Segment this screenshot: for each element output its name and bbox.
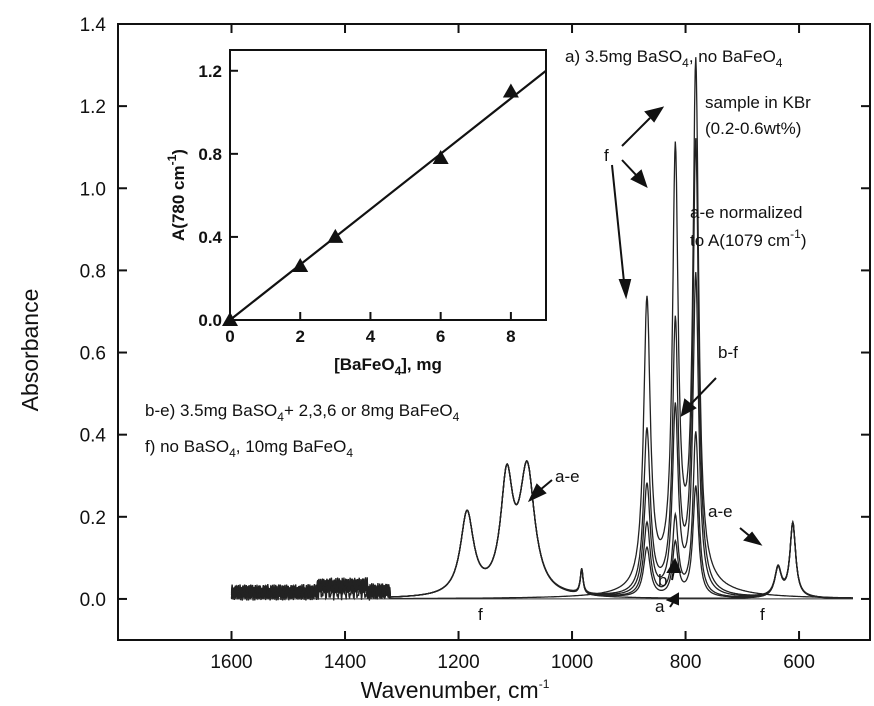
arrow-ae-2-head xyxy=(743,531,763,546)
inset-y-axis-label: A(780 cm-1) xyxy=(165,149,188,241)
spectra-lines xyxy=(230,57,853,602)
arrow-f-to-870-head xyxy=(618,279,632,300)
label-b: b xyxy=(658,571,667,590)
annotation-norm-2: to A(1079 cm-1) xyxy=(690,227,807,250)
inset-y-tick-label: 0.0 xyxy=(198,311,222,330)
arrow-ae-1 xyxy=(539,479,553,491)
inset-frame xyxy=(229,49,547,321)
annotation-sample-2: (0.2-0.6wt%) xyxy=(705,119,801,138)
label-ae-1: a-e xyxy=(555,467,580,486)
y-axis-label: Absorbance xyxy=(17,289,43,412)
arrow-a-head xyxy=(665,592,679,606)
label-a: a xyxy=(655,597,665,616)
inset-x-tick-label: 6 xyxy=(436,327,445,346)
main-plot-area: 1600 1400 1200 1000 800 600 0.0 0.2 0.4 0.6 0.8 1.0… xyxy=(80,15,871,673)
spectrum-e xyxy=(230,138,853,602)
spectrum-a xyxy=(230,460,853,601)
x-tick-label: 1000 xyxy=(551,652,593,673)
annotation-be: b-e) 3.5mg BaSO4+ 2,3,6 or 8mg BaFeO4 xyxy=(145,401,460,424)
inset-data-point xyxy=(327,228,344,243)
label-ae-2: a-e xyxy=(708,502,733,521)
x-tick-label: 1400 xyxy=(324,652,366,673)
inset-fit-line xyxy=(229,69,547,321)
spectrum-f xyxy=(230,57,853,601)
label-f-bottom-1: f xyxy=(478,605,483,624)
inset-x-tick-label: 8 xyxy=(506,327,515,346)
y-tick-label: 0.2 xyxy=(80,508,106,529)
inset-y-tick-label: 0.8 xyxy=(198,145,222,164)
inset-y-tick-label: 0.4 xyxy=(198,228,222,247)
y-tick-label: 0.8 xyxy=(80,261,106,282)
inset-y-tick-label: 1.2 xyxy=(198,62,222,81)
inset-data-point xyxy=(432,150,449,164)
inset-data-point xyxy=(292,258,309,272)
y-tick-label: 0.4 xyxy=(80,426,107,447)
x-tick-label: 1600 xyxy=(210,652,252,673)
x-tick-label: 600 xyxy=(783,652,815,673)
main-frame xyxy=(117,23,871,641)
annotation-arrows xyxy=(527,106,763,608)
annotation-norm-1: a-e normalized xyxy=(690,203,802,222)
spectrum-b xyxy=(230,460,853,601)
inset-data-point xyxy=(222,312,238,326)
x-tick-label: 1200 xyxy=(437,652,479,673)
inset-data-point xyxy=(502,83,519,98)
label-f-arrows: f xyxy=(604,146,609,165)
x-tick-label: 800 xyxy=(670,652,702,673)
annotation-f: f) no BaSO4, 10mg BaFeO4 xyxy=(145,437,353,460)
annotation-a: a) 3.5mg BaSO4, no BaFeO4 xyxy=(565,47,783,70)
inset-plot: 0 2 4 6 8 0.0 0.4 0.8 1.2 xyxy=(198,49,547,346)
y-tick-label: 1.4 xyxy=(80,15,107,36)
arrow-f-to-820 xyxy=(621,159,638,177)
y-tick-label: 0.6 xyxy=(80,344,106,365)
arrow-bf xyxy=(689,377,717,406)
arrow-f-to-870 xyxy=(611,164,625,283)
y-tick-label: 1.2 xyxy=(80,97,106,118)
y-tick-label: 1.0 xyxy=(80,179,106,200)
inset-x-axis-label: [BaFeO4], mg xyxy=(334,355,442,378)
label-bf: b-f xyxy=(718,343,738,362)
inset-x-tick-label: 0 xyxy=(225,327,234,346)
x-axis-label: Wavenumber, cm-1 xyxy=(361,677,550,703)
label-f-bottom-2: f xyxy=(760,605,765,624)
annotation-sample-1: sample in KBr xyxy=(705,93,811,112)
arrow-f-to-e xyxy=(621,117,651,147)
y-tick-label: 0.0 xyxy=(80,590,106,611)
spectrum-c xyxy=(230,431,853,601)
arrow-ae-1-head xyxy=(527,483,547,503)
arrow-b-head xyxy=(666,557,682,573)
arrow-f-to-820-head xyxy=(630,169,648,188)
arrow-bf-head xyxy=(680,398,697,417)
inset-x-tick-label: 2 xyxy=(295,327,304,346)
inset-x-tick-label: 4 xyxy=(366,327,376,346)
arrow-f-to-e-head xyxy=(644,106,665,123)
